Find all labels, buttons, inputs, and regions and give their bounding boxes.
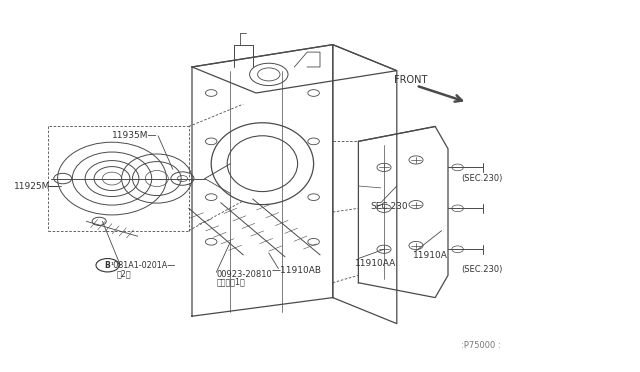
Text: 11910AA: 11910AA (355, 259, 396, 268)
Text: 。2）: 。2） (117, 269, 132, 278)
Text: (SEC.230): (SEC.230) (461, 174, 502, 183)
Text: 11935M—: 11935M— (112, 131, 157, 140)
Text: 11910A: 11910A (413, 251, 447, 260)
Text: FRONT: FRONT (394, 75, 427, 85)
Text: 00923-20810: 00923-20810 (216, 270, 272, 279)
Text: —11910AB: —11910AB (272, 266, 322, 275)
Text: (SEC.230): (SEC.230) (461, 265, 502, 274)
Text: 11925M—: 11925M— (14, 182, 60, 190)
Text: リング（1）: リング（1） (216, 277, 245, 286)
Text: :P75000 :: :P75000 : (461, 341, 500, 350)
Text: ¹081A1-0201A—: ¹081A1-0201A— (111, 262, 176, 270)
Text: SEC.230: SEC.230 (370, 202, 408, 211)
Text: B: B (105, 261, 110, 270)
